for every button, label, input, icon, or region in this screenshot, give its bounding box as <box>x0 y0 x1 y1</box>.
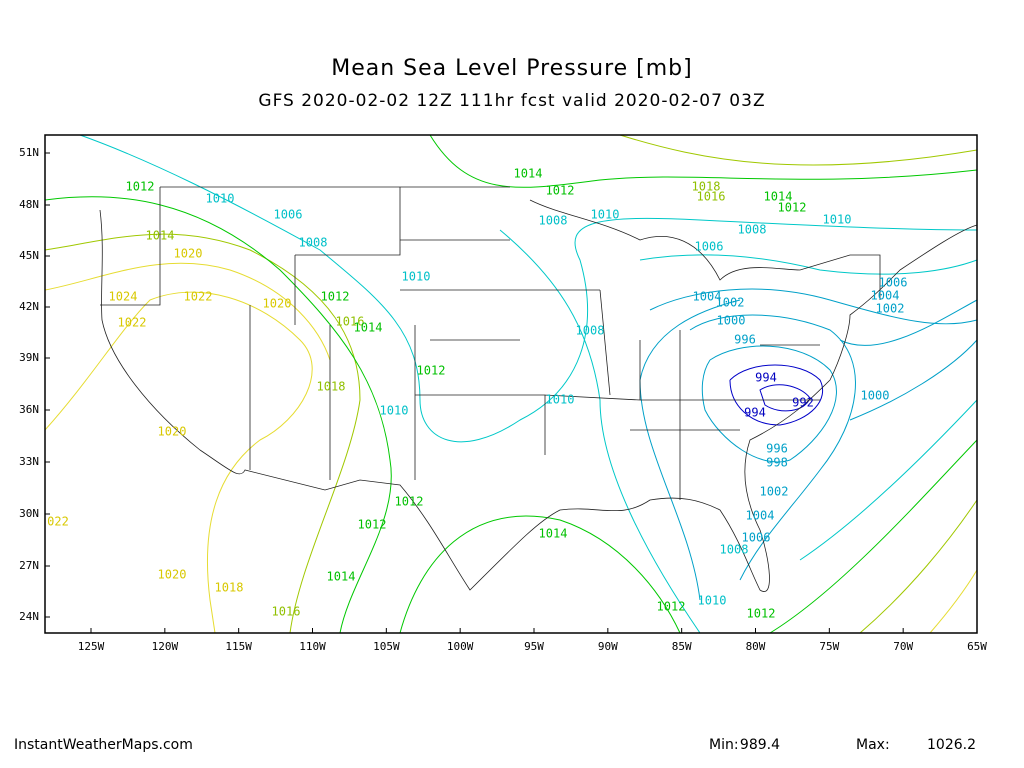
map-area <box>44 134 978 634</box>
contour-label: 1012 <box>321 290 350 304</box>
contour-label: 022 <box>47 515 69 529</box>
contour-label: 1008 <box>576 324 605 338</box>
contour-label: 1012 <box>358 518 387 532</box>
contour-label: 1008 <box>299 236 328 250</box>
contour-label: 998 <box>766 456 788 470</box>
contour-label: 1014 <box>764 190 793 204</box>
contour-label: 1010 <box>591 208 620 222</box>
contour-label: 1008 <box>539 214 568 228</box>
contour-label: 996 <box>734 333 756 347</box>
contour-label: 1004 <box>693 290 722 304</box>
contour-label: 1016 <box>272 605 301 619</box>
contour-label: 1012 <box>395 495 424 509</box>
contour-label: 1020 <box>158 568 187 582</box>
lon-label: 80W <box>746 640 766 653</box>
lat-label: 30N <box>19 507 39 520</box>
lon-label: 70W <box>893 640 913 653</box>
contour-label: 1018 <box>215 581 244 595</box>
contour-label: 1010 <box>380 404 409 418</box>
subtitle: GFS 2020-02-02 12Z 111hr fcst valid 2020… <box>258 91 765 111</box>
lon-label: 95W <box>524 640 544 653</box>
contour-label: 992 <box>792 396 814 410</box>
lon-label: 85W <box>672 640 692 653</box>
contour-label: 1022 <box>118 316 147 330</box>
max-label: Max: <box>856 737 890 753</box>
contour-label: 1014 <box>354 321 383 335</box>
lon-label: 115W <box>225 640 252 653</box>
min-value: 989.4 <box>740 737 780 753</box>
title: Mean Sea Level Pressure [mb] <box>331 56 692 81</box>
contour-label: 1002 <box>760 485 789 499</box>
contour-label: 1012 <box>126 180 155 194</box>
contour-label: 1014 <box>327 570 356 584</box>
contour-label: 1020 <box>158 425 187 439</box>
contour-label: 1020 <box>174 247 203 261</box>
contour-label: 1000 <box>717 314 746 328</box>
lon-label: 125W <box>78 640 105 653</box>
lat-label: 24N <box>19 610 39 623</box>
lat-label: 39N <box>19 351 39 364</box>
contour-label: 1014 <box>514 167 543 181</box>
min-label: Min: <box>709 737 739 753</box>
contour-label: 996 <box>766 442 788 456</box>
lat-label: 45N <box>19 249 39 262</box>
lat-label: 51N <box>19 146 39 159</box>
contour-label: 1006 <box>274 208 303 222</box>
contour-label: 1002 <box>716 296 745 310</box>
contour-label: 1024 <box>109 290 138 304</box>
contour-label: 1008 <box>720 543 749 557</box>
lat-label: 42N <box>19 300 39 313</box>
contour-label: 1004 <box>871 289 900 303</box>
lat-label: 33N <box>19 455 39 468</box>
lon-label: 120W <box>152 640 179 653</box>
lat-label: 48N <box>19 198 39 211</box>
lat-label: 27N <box>19 559 39 572</box>
lon-label: 105W <box>373 640 400 653</box>
contour-label: 1000 <box>861 389 890 403</box>
contour-label: 1012 <box>747 607 776 621</box>
lon-label: 110W <box>299 640 326 653</box>
contour-label: 1014 <box>539 527 568 541</box>
contour-label: 1006 <box>695 240 724 254</box>
contour-label: 1014 <box>146 229 175 243</box>
contour-label: 1010 <box>206 192 235 206</box>
lat-label: 36N <box>19 403 39 416</box>
contours <box>44 134 978 634</box>
contour-label: 1012 <box>546 184 575 198</box>
contour-label: 1006 <box>879 276 908 290</box>
contour-label: 1020 <box>263 297 292 311</box>
contour-label: 1016 <box>697 190 726 204</box>
contour-label: 1018 <box>317 380 346 394</box>
contour-label: 1010 <box>698 594 727 608</box>
map-frame <box>44 134 978 634</box>
contour-label: 994 <box>744 406 766 420</box>
contour-label: 1002 <box>876 302 905 316</box>
contour-label: 1004 <box>746 509 775 523</box>
lon-label: 90W <box>598 640 618 653</box>
contour-label: 1010 <box>546 393 575 407</box>
contour-label: 1016 <box>336 315 365 329</box>
contour-label: 1012 <box>657 600 686 614</box>
contour-label: 1022 <box>184 290 213 304</box>
borders <box>99 186 978 592</box>
contour-label: 1012 <box>778 201 807 215</box>
lon-label: 100W <box>447 640 474 653</box>
lon-label: 65W <box>967 640 987 653</box>
contour-label: 1010 <box>823 213 852 227</box>
lon-label: 75W <box>819 640 839 653</box>
contour-label: 1018 <box>692 180 721 194</box>
contour-label: 1006 <box>742 531 771 545</box>
site-credit: InstantWeatherMaps.com <box>14 737 193 753</box>
contour-label: 1008 <box>738 223 767 237</box>
contour-label: 994 <box>755 371 777 385</box>
contour-label: 1012 <box>417 364 446 378</box>
max-value: 1026.2 <box>927 737 976 753</box>
contour-label: 1010 <box>402 270 431 284</box>
